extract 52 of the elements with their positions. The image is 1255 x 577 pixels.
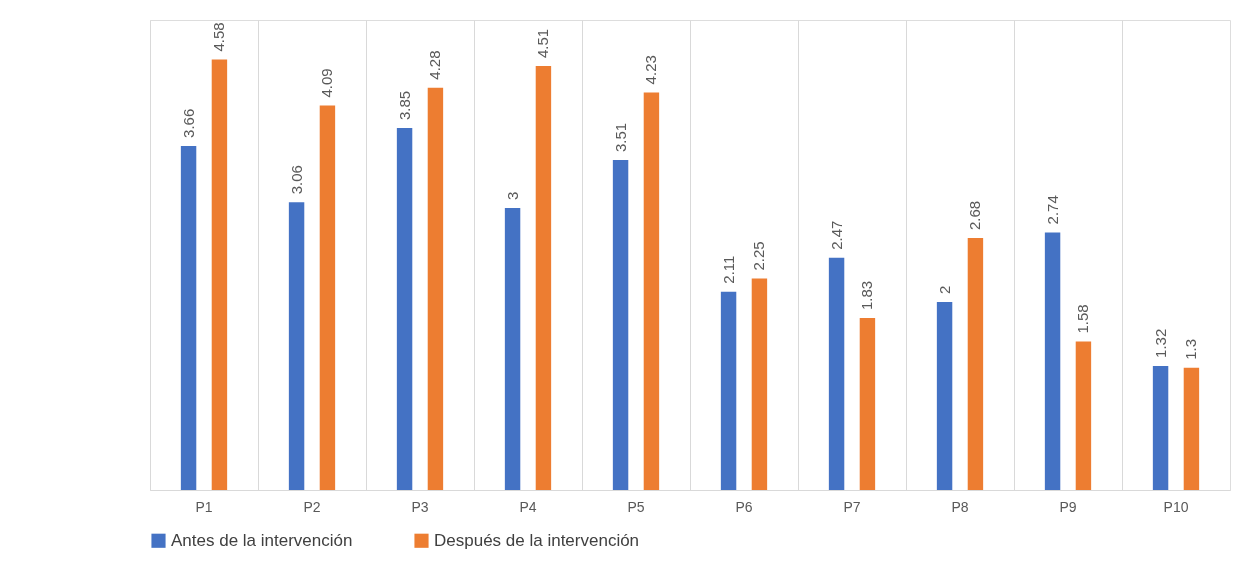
data-label: 2.74 [1043, 195, 1061, 225]
x-tick-label: P6 [735, 498, 753, 515]
data-label: 2.11 [719, 255, 737, 284]
x-tick-label: P7 [843, 498, 861, 515]
data-label: 2.68 [966, 200, 984, 231]
bar [1152, 365, 1169, 490]
data-label: 4.23 [642, 55, 660, 85]
bar [396, 128, 413, 490]
data-label: 3.66 [179, 108, 197, 138]
x-tick-label: P5 [627, 498, 645, 515]
legend-label: Antes de la intervención [171, 530, 353, 550]
x-tick-label: P10 [1163, 498, 1189, 515]
data-label: 3.51 [611, 122, 629, 153]
bar [180, 145, 197, 490]
data-label: 1.83 [858, 280, 876, 310]
bar [427, 87, 444, 490]
data-label: 3.06 [287, 165, 305, 195]
x-tick-label: P1 [195, 498, 213, 515]
data-label: 1.32 [1151, 328, 1169, 358]
bar [319, 105, 336, 490]
bar [859, 317, 876, 490]
bar [1075, 341, 1092, 490]
data-label: 2.25 [750, 241, 768, 271]
x-tick-label: P2 [303, 498, 321, 515]
data-label: 4.58 [210, 22, 228, 52]
bar [612, 160, 629, 490]
data-label: 3.85 [395, 90, 413, 121]
bar [1044, 232, 1061, 490]
bar [936, 302, 953, 490]
bar [535, 66, 552, 490]
data-label: 2 [935, 285, 953, 294]
bar [967, 238, 984, 490]
data-label: 4.28 [426, 50, 444, 80]
bar [504, 208, 521, 490]
bar [211, 59, 228, 490]
data-label: 1.3 [1182, 338, 1200, 360]
data-label: 2.47 [827, 220, 845, 250]
x-tick-label: P4 [519, 498, 537, 515]
x-tick-label: P8 [951, 498, 969, 515]
bar [751, 278, 768, 490]
x-tick-label: P9 [1059, 498, 1077, 515]
bar [720, 291, 737, 490]
data-label: 4.51 [534, 28, 552, 59]
bar [288, 202, 305, 490]
legend-label: Después de la intervención [434, 530, 640, 550]
bar [828, 257, 845, 490]
bar [1183, 367, 1200, 490]
data-label: 4.09 [318, 68, 336, 98]
x-tick-label: P3 [411, 498, 429, 515]
data-label: 3 [503, 191, 521, 200]
data-label: 1.58 [1074, 304, 1092, 334]
bar [643, 92, 660, 490]
